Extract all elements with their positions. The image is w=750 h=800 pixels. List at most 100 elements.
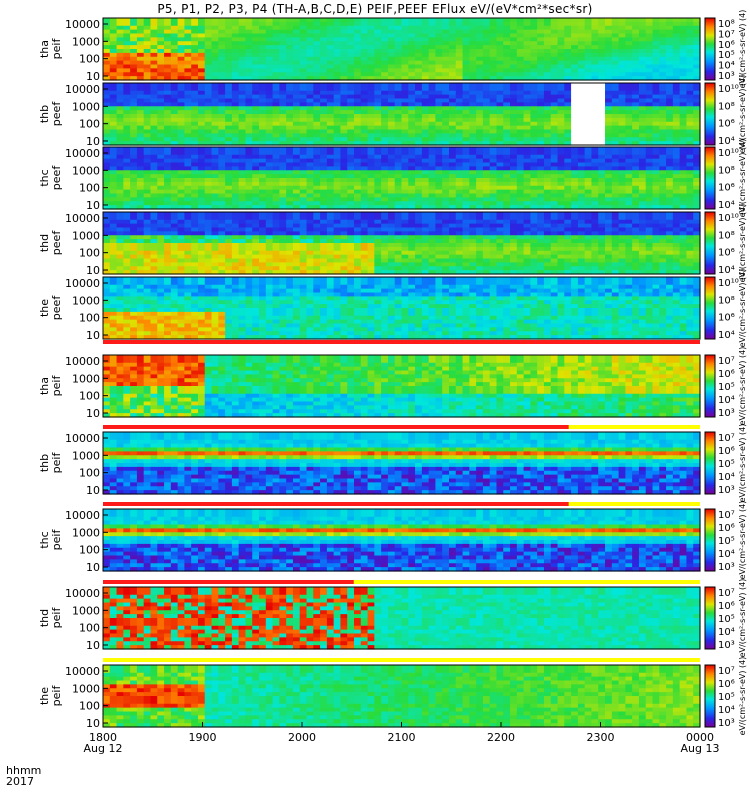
heatmap-cell <box>550 185 559 191</box>
heatmap-cell <box>408 121 416 127</box>
heatmap-cell <box>299 125 308 131</box>
heatmap-cell <box>394 90 403 96</box>
heatmap-cell <box>516 102 525 107</box>
heatmap-cell <box>645 189 654 195</box>
heatmap-cell <box>326 197 335 202</box>
heatmap-cell <box>605 25 613 31</box>
heatmap-cell <box>299 239 308 244</box>
heatmap-cell <box>326 68 335 73</box>
heatmap-cell <box>157 162 165 167</box>
heatmap-cell <box>462 45 470 50</box>
heatmap-cell <box>252 49 260 54</box>
heatmap-cell <box>448 137 457 142</box>
heatmap-cell <box>367 121 375 127</box>
heatmap-cell <box>421 178 430 183</box>
heatmap-cell <box>197 29 206 35</box>
heatmap-cell <box>191 52 199 58</box>
heatmap-cell <box>143 246 152 252</box>
heatmap-cell <box>333 72 342 77</box>
heatmap-cell <box>415 150 423 156</box>
heatmap-cell <box>408 158 416 164</box>
heatmap-cell <box>197 45 206 50</box>
heatmap-cell <box>204 178 213 183</box>
heatmap-cell <box>326 235 335 240</box>
heatmap-cell <box>299 21 308 27</box>
heatmap-cell <box>496 133 504 138</box>
heatmap-cell <box>645 106 654 111</box>
heatmap-cell <box>564 150 572 156</box>
heatmap-cell <box>659 154 667 160</box>
heatmap-cell <box>313 90 321 96</box>
heatmap-cell <box>598 125 606 131</box>
heatmap-cell <box>482 25 491 31</box>
heatmap-cell <box>448 72 457 77</box>
heatmap-cell <box>605 52 613 58</box>
heatmap-cell <box>360 193 369 198</box>
heatmap-cell <box>103 114 111 119</box>
heatmap-cell <box>225 60 233 66</box>
heatmap-cell <box>279 64 287 69</box>
heatmap-cell <box>340 205 348 210</box>
heatmap-cell <box>543 114 552 119</box>
heatmap-cell <box>469 158 477 164</box>
heatmap-cell <box>387 49 396 54</box>
heatmap-cell <box>537 25 545 31</box>
heatmap-cell <box>177 49 186 54</box>
heatmap-cell <box>354 258 362 263</box>
heatmap-cell <box>116 25 124 31</box>
heatmap-cell <box>482 52 491 58</box>
heatmap-cell <box>109 114 118 119</box>
heatmap-cell <box>367 201 375 206</box>
heatmap-cell <box>686 56 694 62</box>
heatmap-cell <box>666 133 674 138</box>
heatmap-cell <box>279 215 287 221</box>
heatmap-cell <box>286 114 294 119</box>
heatmap-cell <box>204 262 213 267</box>
heatmap-cell <box>116 246 124 252</box>
heatmap-cell <box>123 170 131 175</box>
heatmap-cell <box>605 158 613 164</box>
heatmap-cell <box>313 41 321 46</box>
heatmap-cell <box>177 68 186 73</box>
heatmap-cell <box>679 185 688 191</box>
heatmap-cell <box>218 193 226 198</box>
heatmap-cell <box>103 106 111 111</box>
heatmap-cell <box>299 178 308 183</box>
heatmap-cell <box>157 106 165 111</box>
heatmap-cell <box>320 223 328 229</box>
heatmap-cell <box>136 246 145 252</box>
heatmap-cell <box>292 86 301 92</box>
heatmap-cell <box>177 212 186 217</box>
heatmap-cell <box>204 117 213 123</box>
heatmap-cell <box>469 21 477 27</box>
heatmap-cell <box>231 205 240 210</box>
heatmap-cell <box>516 106 525 111</box>
heatmap-cell <box>625 72 633 77</box>
heatmap-cell <box>598 201 606 206</box>
heatmap-cell <box>571 133 579 138</box>
heatmap-cell <box>225 45 233 50</box>
heatmap-cell <box>265 49 274 54</box>
heatmap-cell <box>503 121 511 127</box>
heatmap-cell <box>272 219 280 225</box>
heatmap-cell <box>679 178 688 183</box>
heatmap-cell <box>164 185 172 191</box>
heatmap-cell <box>605 64 613 69</box>
heatmap-cell <box>448 83 457 88</box>
heatmap-cell <box>584 147 593 152</box>
heatmap-cell <box>252 266 260 271</box>
heatmap-cell <box>618 170 626 175</box>
heatmap-cell <box>272 94 280 100</box>
heatmap-cell <box>306 90 314 96</box>
heatmap-cell <box>469 98 477 103</box>
heatmap-cell <box>462 64 470 69</box>
heatmap-cell <box>177 141 186 146</box>
heatmap-cell <box>177 64 186 69</box>
heatmap-cell <box>557 166 565 171</box>
heatmap-cell <box>259 60 267 66</box>
heatmap-cell <box>360 223 369 229</box>
heatmap-cell <box>510 60 518 66</box>
heatmap-cell <box>354 106 362 111</box>
heatmap-cell <box>421 201 430 206</box>
heatmap-cell <box>272 185 280 191</box>
